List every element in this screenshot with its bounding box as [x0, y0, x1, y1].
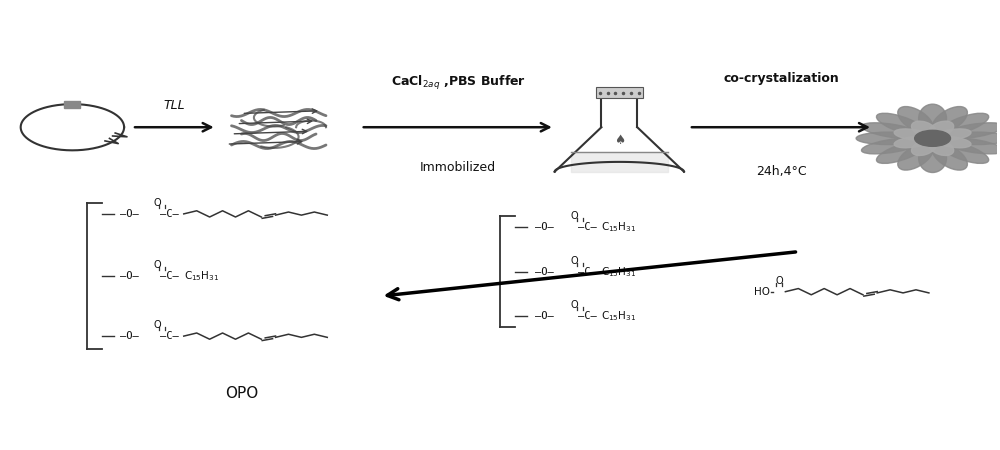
Text: —C—: —C— [578, 311, 596, 321]
Text: C$_{15}$H$_{31}$: C$_{15}$H$_{31}$ [184, 269, 219, 283]
Ellipse shape [876, 142, 925, 163]
Text: —O—: —O— [120, 271, 139, 281]
Text: 24h,4°C: 24h,4°C [756, 165, 807, 178]
Text: —O—: —O— [535, 267, 554, 277]
Ellipse shape [940, 113, 989, 135]
Ellipse shape [919, 104, 947, 132]
Ellipse shape [932, 144, 967, 170]
Ellipse shape [944, 123, 1000, 139]
Ellipse shape [944, 138, 1000, 154]
Text: Immobilized: Immobilized [420, 161, 496, 174]
Text: O: O [571, 211, 578, 221]
Ellipse shape [936, 129, 971, 140]
Bar [64, 100, 80, 108]
Ellipse shape [940, 142, 989, 163]
Text: O: O [153, 198, 161, 208]
Text: O: O [571, 300, 578, 310]
Text: —C—: —C— [578, 267, 596, 277]
Text: TLL: TLL [163, 99, 185, 112]
Ellipse shape [898, 144, 933, 170]
Text: C$_{15}$H$_{31}$: C$_{15}$H$_{31}$ [601, 265, 637, 279]
Ellipse shape [911, 121, 937, 137]
Text: —C—: —C— [578, 222, 596, 232]
Text: co-crystalization: co-crystalization [724, 72, 839, 85]
Ellipse shape [898, 107, 933, 133]
Ellipse shape [932, 107, 967, 133]
Ellipse shape [936, 136, 971, 148]
Text: —O—: —O— [120, 331, 139, 341]
Text: C$_{15}$H$_{31}$: C$_{15}$H$_{31}$ [601, 220, 637, 234]
Ellipse shape [911, 140, 937, 156]
Text: O: O [153, 260, 161, 270]
Ellipse shape [929, 140, 954, 156]
Text: —O—: —O— [535, 222, 554, 232]
Text: ♠: ♠ [614, 134, 625, 147]
Text: O: O [776, 276, 783, 287]
Ellipse shape [929, 121, 954, 137]
Text: O: O [571, 256, 578, 266]
Ellipse shape [861, 138, 921, 154]
Ellipse shape [876, 113, 925, 135]
Text: —O—: —O— [120, 209, 139, 219]
Circle shape [915, 130, 950, 146]
Ellipse shape [856, 132, 920, 144]
Text: —C—: —C— [160, 331, 179, 341]
Bar [596, 87, 643, 99]
Text: —O—: —O— [535, 311, 554, 321]
Text: CaCl$_{2aq}$ ,PBS Buffer: CaCl$_{2aq}$ ,PBS Buffer [391, 74, 526, 92]
Text: OPO: OPO [225, 387, 258, 401]
Text: HO: HO [754, 287, 770, 297]
Text: O: O [153, 320, 161, 330]
Ellipse shape [894, 136, 930, 148]
Ellipse shape [946, 132, 1000, 144]
Text: C$_{15}$H$_{31}$: C$_{15}$H$_{31}$ [601, 309, 637, 323]
Ellipse shape [919, 144, 947, 172]
Ellipse shape [861, 123, 921, 139]
Text: —C—: —C— [160, 271, 179, 281]
Ellipse shape [894, 129, 930, 140]
Text: —C—: —C— [160, 209, 179, 219]
